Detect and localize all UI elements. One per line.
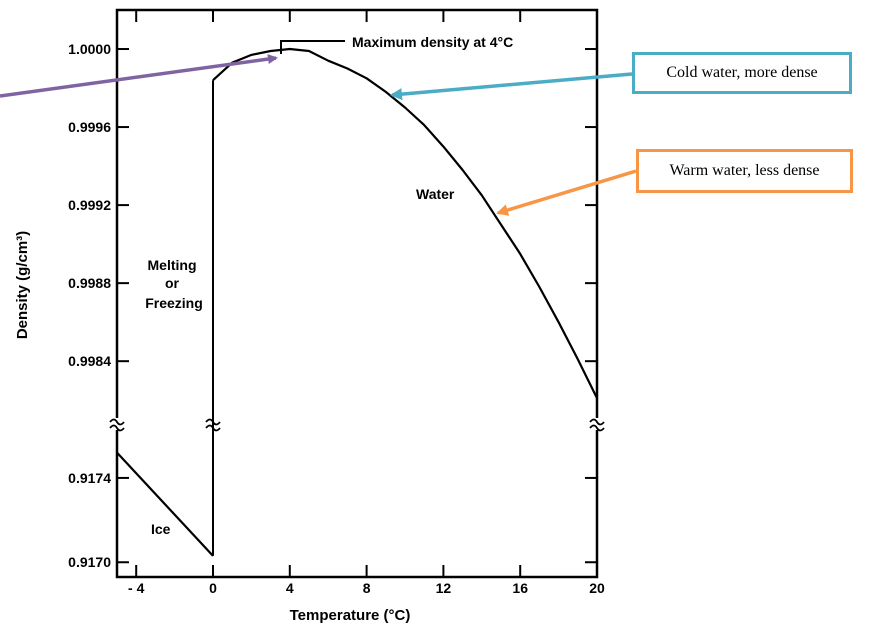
x-ticks: - 4 0 4 8 12 16 20 xyxy=(128,10,605,596)
y-tick-label: 0.9996 xyxy=(68,119,111,135)
axis-breaks xyxy=(109,418,605,432)
y-tick-label: 0.9174 xyxy=(68,470,111,486)
callout-warm-water: Warm water, less dense xyxy=(636,149,853,193)
series-lines xyxy=(116,47,598,557)
axis-break-gap xyxy=(109,418,125,430)
axis-break-gap xyxy=(589,418,605,430)
x-tick-label: - 4 xyxy=(128,580,145,596)
ice-density-line xyxy=(116,451,214,557)
annotation-melting: Melting xyxy=(148,257,197,273)
y-tick-label: 0.9170 xyxy=(68,554,111,570)
x-tick-label: 0 xyxy=(209,580,217,596)
x-axis-label: Temperature (°C) xyxy=(290,607,411,624)
warm-water-arrow xyxy=(496,169,637,216)
y-axis-label: Density (g/cm³) xyxy=(14,231,31,339)
y-tick-label: 0.9984 xyxy=(68,353,111,369)
max-density-bracket xyxy=(280,40,345,54)
axis-break-mark xyxy=(589,424,605,432)
x-tick-label: 8 xyxy=(363,580,371,596)
x-tick-label: 16 xyxy=(512,580,528,596)
annotation-ice: Ice xyxy=(151,521,171,537)
plot-frame xyxy=(115,8,599,579)
max-density-arrow xyxy=(0,54,278,98)
x-tick-label: 4 xyxy=(286,580,294,596)
y-tick-label: 1.0000 xyxy=(68,41,111,57)
annotation-freezing: Freezing xyxy=(145,295,203,311)
annotation-or: or xyxy=(165,275,180,291)
x-tick-label: 12 xyxy=(436,580,452,596)
cold-water-arrow xyxy=(390,72,633,101)
axis-break-mark xyxy=(109,424,125,432)
y-ticks: 1.0000 0.9996 0.9992 0.9988 0.9984 0.9174 0.91… xyxy=(68,41,597,570)
callout-cold-water: Cold water, more dense xyxy=(632,52,852,94)
axis-break-mark xyxy=(109,418,125,426)
x-tick-label: 20 xyxy=(589,580,605,596)
y-tick-label: 0.9992 xyxy=(68,197,111,213)
annotation-water: Water xyxy=(416,186,455,202)
annotation-max-density: Maximum density at 4°C xyxy=(352,34,513,50)
y-tick-label: 0.9988 xyxy=(68,275,111,291)
water-density-line xyxy=(212,47,598,399)
axis-break-mark xyxy=(589,418,605,426)
